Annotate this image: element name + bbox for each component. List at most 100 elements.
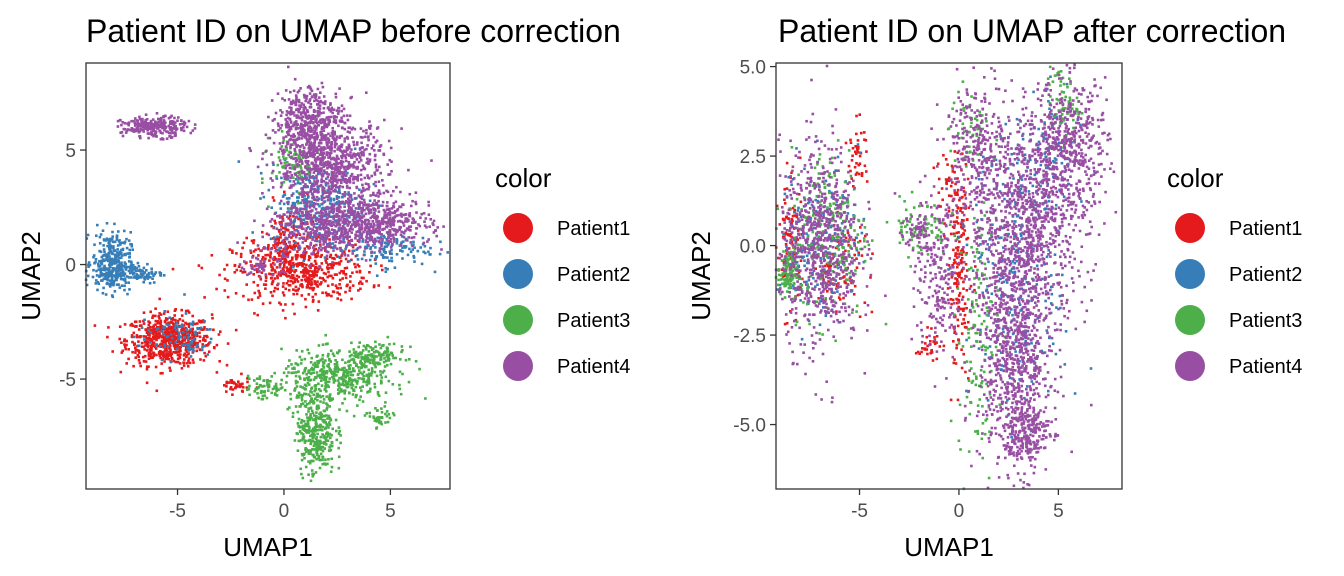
data-point <box>122 127 126 131</box>
data-point <box>400 212 403 216</box>
data-point <box>360 355 363 359</box>
data-point <box>405 220 409 223</box>
data-point <box>303 194 306 198</box>
data-point <box>298 173 301 176</box>
data-point <box>309 406 313 410</box>
data-point <box>398 383 401 387</box>
data-point <box>101 229 105 232</box>
data-point <box>322 373 325 377</box>
data-point <box>344 257 348 261</box>
data-point <box>363 364 366 368</box>
data-point <box>187 349 191 352</box>
data-point <box>258 375 262 378</box>
data-point <box>380 407 383 410</box>
data-point <box>367 372 371 376</box>
data-point <box>267 205 270 208</box>
data-point <box>300 132 304 136</box>
data-point <box>330 208 333 211</box>
data-point <box>133 265 137 269</box>
data-point <box>366 203 369 207</box>
data-point <box>143 121 146 125</box>
data-point <box>187 336 190 339</box>
data-point <box>99 250 103 254</box>
data-point <box>316 179 319 183</box>
data-point <box>293 389 296 392</box>
data-point <box>381 204 384 207</box>
data-point <box>107 252 110 256</box>
data-point <box>298 148 301 152</box>
data-point <box>358 154 361 158</box>
data-point <box>146 333 150 336</box>
data-point <box>361 385 364 388</box>
data-point <box>147 323 151 327</box>
data-point <box>305 212 308 215</box>
data-point <box>271 169 275 173</box>
data-point <box>387 379 391 383</box>
data-point <box>321 343 325 346</box>
data-point <box>328 161 331 165</box>
data-point <box>121 349 124 353</box>
data-point <box>378 354 381 357</box>
data-point <box>275 266 279 269</box>
data-point <box>310 409 314 413</box>
data-point <box>348 177 351 181</box>
data-point <box>181 338 185 341</box>
data-point <box>194 333 197 336</box>
data-point <box>319 153 322 156</box>
data-point <box>233 271 237 274</box>
data-point <box>172 350 175 354</box>
data-point <box>276 235 279 239</box>
data-point <box>362 378 366 381</box>
data-point <box>316 109 320 113</box>
data-point <box>152 337 155 341</box>
data-point <box>95 279 98 282</box>
data-point <box>309 429 313 433</box>
data-point <box>119 266 122 270</box>
data-point <box>388 228 391 232</box>
data-point <box>160 339 164 343</box>
data-point <box>130 276 133 279</box>
data-point <box>306 185 309 189</box>
data-point <box>170 120 174 123</box>
data-point <box>345 181 348 185</box>
data-point <box>103 274 107 277</box>
data-point <box>115 267 119 270</box>
data-point <box>384 359 388 363</box>
data-point <box>333 257 336 261</box>
data-point <box>320 281 323 284</box>
data-point <box>300 118 304 122</box>
data-point <box>312 264 315 267</box>
data-point <box>328 274 331 278</box>
data-point <box>319 376 322 379</box>
data-point <box>304 429 307 432</box>
data-point <box>283 177 287 181</box>
data-point <box>401 240 405 243</box>
data-point <box>308 449 312 452</box>
data-point <box>340 104 344 107</box>
data-point <box>411 248 414 251</box>
data-point <box>256 392 259 395</box>
data-point <box>115 274 119 277</box>
data-point <box>186 365 190 368</box>
data-point <box>303 427 306 430</box>
data-point <box>102 277 105 281</box>
data-point <box>273 277 277 280</box>
data-point <box>338 148 342 151</box>
data-point <box>97 264 100 267</box>
data-point <box>148 339 151 343</box>
data-point <box>180 367 184 370</box>
data-point <box>173 326 177 330</box>
data-point <box>319 452 323 456</box>
data-point <box>321 174 325 177</box>
data-point <box>143 354 147 358</box>
data-point <box>346 178 349 182</box>
data-point <box>376 168 379 172</box>
data-point <box>309 116 313 119</box>
data-point <box>350 358 353 361</box>
data-point <box>293 114 296 117</box>
data-point <box>305 137 309 141</box>
data-point <box>372 284 376 287</box>
data-point <box>189 131 193 135</box>
data-point <box>317 157 320 161</box>
data-point <box>284 135 288 138</box>
